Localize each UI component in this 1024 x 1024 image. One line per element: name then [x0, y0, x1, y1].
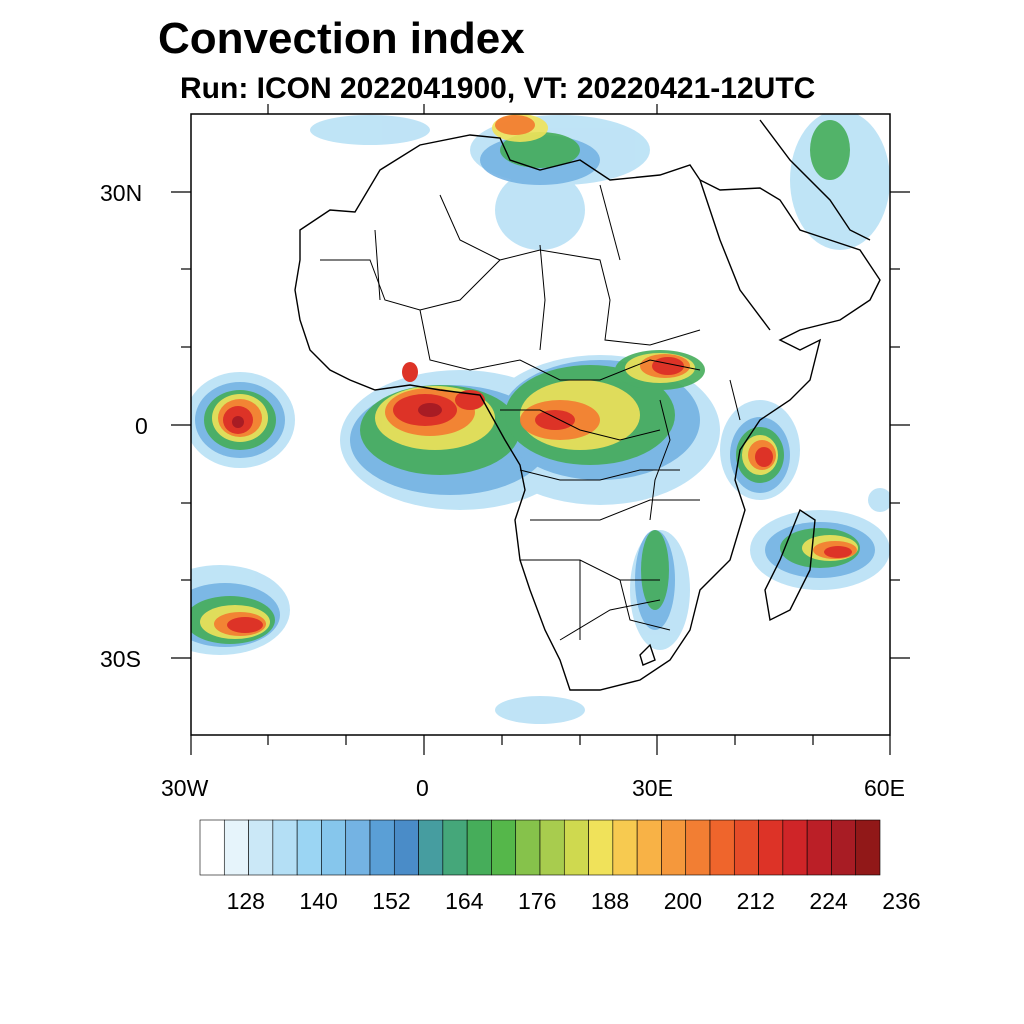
colorbar-tick-label: 188	[590, 888, 630, 914]
colorbar-swatch	[563, 819, 589, 876]
colorbar-swatch	[418, 819, 444, 876]
colorbar-swatch	[685, 819, 711, 876]
colorbar-swatch	[806, 819, 832, 876]
colorbar-swatch	[442, 819, 468, 876]
colorbar-swatch	[248, 819, 274, 876]
colorbar-swatch	[588, 819, 614, 876]
colorbar	[199, 819, 881, 876]
chart-title: Convection index	[158, 14, 525, 63]
coastline	[294, 119, 881, 691]
colorbar-swatch	[321, 819, 347, 876]
colorbar-tick-label: 140	[299, 888, 338, 914]
colorbar-tick-label: 212	[736, 888, 775, 914]
colorbar-tick-label: 236	[882, 888, 921, 914]
colorbar-swatch	[345, 819, 371, 876]
colorbar-swatch	[539, 819, 565, 876]
colorbar-tick-label: 176	[518, 888, 557, 914]
colorbar-swatch	[393, 819, 419, 876]
lat-label-0: 0	[135, 413, 148, 439]
colorbar-swatch	[612, 819, 638, 876]
colorbar-swatch	[733, 819, 759, 876]
colorbar-tick-label: 128	[226, 888, 265, 914]
colorbar-swatch	[272, 819, 298, 876]
lat-label-30s: 30S	[100, 646, 141, 672]
colorbar-swatch	[466, 819, 492, 876]
colorbar-tick-label: 224	[809, 888, 848, 914]
chart-subtitle: Run: ICON 2022041900, VT: 20220421-12UTC	[180, 72, 816, 105]
colorbar-swatch	[855, 819, 881, 876]
colorbar-swatch	[515, 819, 541, 876]
colorbar-swatch	[661, 819, 687, 876]
colorbar-swatch	[709, 819, 735, 876]
colorbar-tick-label: 152	[372, 888, 411, 914]
colorbar-swatch	[199, 819, 225, 876]
colorbar-swatch	[491, 819, 517, 876]
colorbar-swatch	[758, 819, 784, 876]
colorbar-swatch	[636, 819, 662, 876]
convection-field	[191, 114, 890, 724]
lon-label-30w: 30W	[161, 775, 209, 801]
colorbar-swatch	[369, 819, 395, 876]
lon-label-30e: 30E	[632, 775, 673, 801]
lon-label-0: 0	[416, 775, 429, 801]
colorbar-tick-label: 164	[445, 888, 484, 914]
lat-label-30n: 30N	[100, 180, 143, 206]
colorbar-swatch	[782, 819, 808, 876]
colorbar-tick-label: 200	[663, 888, 703, 914]
colorbar-swatch	[831, 819, 857, 876]
axis-ticks	[171, 104, 910, 755]
lon-label-60e: 60E	[864, 775, 905, 801]
colorbar-swatch	[296, 819, 322, 876]
colorbar-swatch	[223, 819, 249, 876]
country-borders	[320, 184, 741, 641]
